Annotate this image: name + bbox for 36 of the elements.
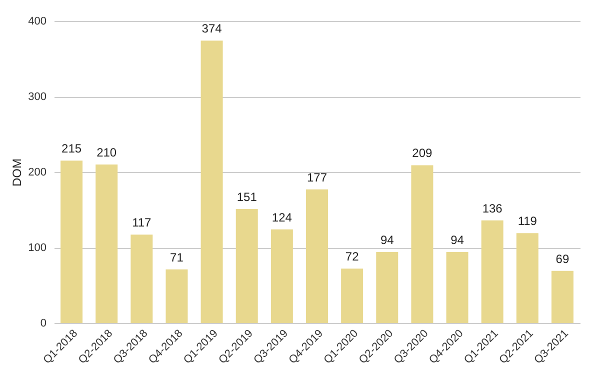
bar — [236, 208, 258, 323]
data-label: 94 — [450, 233, 464, 248]
data-label: 117 — [132, 216, 152, 230]
y-tick-label: 300 — [28, 91, 46, 103]
data-label: 124 — [272, 210, 292, 224]
y-tick-label: 200 — [28, 166, 46, 178]
bar — [166, 269, 188, 323]
y-tick-label: 100 — [28, 242, 46, 254]
bar — [306, 189, 328, 323]
data-label: 119 — [518, 214, 538, 228]
data-label: 209 — [412, 146, 433, 160]
data-label: 94 — [380, 233, 394, 248]
bar — [96, 164, 118, 323]
bar — [551, 270, 574, 323]
bar — [516, 233, 538, 323]
y-tick-label: 400 — [28, 16, 46, 28]
data-label: 177 — [306, 170, 328, 184]
bar — [60, 160, 83, 323]
data-label: 215 — [62, 142, 82, 156]
bar — [270, 229, 293, 323]
bar — [200, 40, 223, 323]
bar — [411, 165, 434, 323]
data-label: 69 — [556, 252, 570, 266]
bar — [481, 220, 504, 323]
data-label: 72 — [345, 250, 360, 264]
data-label: 136 — [482, 201, 503, 216]
data-label: 210 — [96, 145, 117, 160]
bar — [446, 252, 468, 323]
data-label: 71 — [170, 250, 184, 264]
bar — [376, 252, 398, 323]
bar — [130, 234, 153, 323]
data-label: 374 — [202, 22, 222, 36]
y-axis-title: DOM — [10, 158, 24, 186]
y-tick-label: 0 — [40, 318, 46, 330]
data-label: 151 — [236, 190, 258, 204]
bar — [341, 268, 364, 323]
